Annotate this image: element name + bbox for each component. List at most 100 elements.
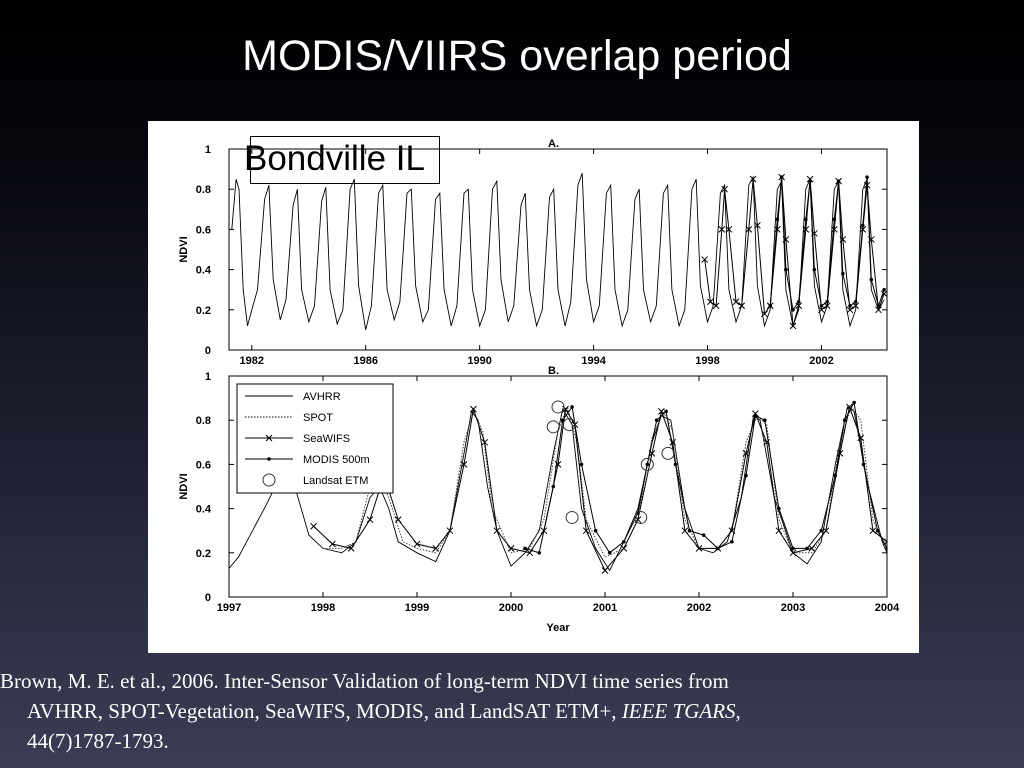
seawifs-point: [846, 306, 854, 314]
series-group: [229, 400, 887, 574]
seawifs-point: [808, 545, 816, 552]
seawifs-point: [806, 175, 814, 183]
modis-point: [537, 551, 541, 555]
seawifs-point: [413, 540, 421, 548]
modis-point: [812, 267, 817, 272]
modis-point: [819, 528, 823, 533]
modis-point: [875, 528, 880, 533]
x-tick-label: 1994: [581, 355, 606, 367]
seawifs-point: [789, 322, 797, 330]
modis-point: [753, 413, 758, 418]
seawifs-point: [481, 438, 489, 446]
modis-point: [833, 473, 838, 478]
ndvi-figure: A. 0 0.2 0.4 0.6 0.8 1 1982 1986 1990 1994 1998 2002…: [178, 138, 900, 634]
y-tick-label: 1: [205, 371, 211, 383]
slide-title: MODIS/VIIRS overlap period: [242, 32, 792, 80]
seawifs-point: [789, 549, 797, 557]
modis-point: [775, 217, 780, 222]
seawifs-point: [601, 567, 609, 574]
modis-point: [593, 528, 598, 533]
modis-point: [805, 546, 809, 551]
landsat-point: [562, 418, 576, 432]
modis-point: [570, 405, 574, 409]
seawifs-point: [836, 449, 844, 457]
seawifs-point: [507, 545, 515, 552]
landsat-point: [640, 457, 654, 471]
seawifs-point: [830, 226, 838, 233]
panel-label: A.: [548, 138, 559, 150]
series-line-avhrr: [231, 172, 885, 331]
seawifs-point: [432, 545, 440, 552]
y-tick-label: 0.6: [196, 224, 211, 236]
modis-point: [523, 546, 527, 551]
modis-point: [687, 528, 692, 533]
modis-point: [841, 271, 845, 276]
modis-point: [853, 299, 858, 304]
y-tick-label: 0.8: [196, 184, 211, 196]
modis-point: [607, 551, 612, 555]
x-tick-label: 2004: [875, 602, 900, 614]
modis-point: [848, 303, 852, 308]
seawifs-point: [745, 226, 753, 233]
modis-point: [560, 418, 565, 423]
citation-journal: IEEE TGARS: [621, 699, 736, 723]
modis-point: [804, 217, 808, 222]
seawifs-point: [712, 302, 720, 310]
x-tick-label: 2002: [809, 355, 833, 367]
modis-point: [882, 287, 886, 292]
seawifs-point: [802, 226, 810, 233]
modis-point: [673, 462, 678, 467]
x-tick-label: 2003: [781, 602, 805, 614]
landsat-point: [565, 510, 579, 524]
y-tick-label: 0: [205, 345, 211, 357]
y-tick-label: 0.6: [196, 459, 211, 471]
modis-point: [779, 175, 784, 179]
y-tick-label: 0: [205, 592, 211, 604]
modis-point: [654, 418, 659, 423]
site-label-box: [250, 136, 440, 184]
x-tick-label: 1999: [405, 602, 429, 614]
seawifs-point: [775, 527, 783, 535]
modis-point: [622, 539, 626, 544]
seawifs-point: [749, 175, 757, 183]
modis-point: [865, 175, 869, 179]
seawifs-point: [782, 236, 790, 243]
modis-point: [832, 217, 837, 222]
seawifs-point: [470, 405, 477, 413]
seawifs-point: [681, 527, 689, 535]
seawifs-point: [754, 222, 761, 229]
y-tick-label: 1: [205, 144, 211, 156]
modis-point: [777, 506, 781, 511]
legend-landsat-swatch: [262, 473, 276, 487]
modis-point: [551, 484, 556, 489]
modis-point: [869, 277, 874, 282]
site-label: Bondville IL: [244, 139, 425, 178]
y-tick-label: 0.2: [196, 548, 211, 560]
modis-point: [645, 462, 650, 467]
citation-authors-cont: AVHRR, SPOT-Vegetation, SeaWIFS, MODIS, …: [27, 699, 622, 723]
y-tick-label: 0.2: [196, 305, 211, 317]
citation: Brown, M. E. et al., 2006. Inter-Sensor …: [0, 666, 1010, 756]
seawifs-point: [752, 410, 759, 417]
modis-point: [744, 473, 748, 478]
x-tick-label: 2001: [593, 602, 617, 614]
x-tick-label: 2000: [499, 602, 523, 614]
y-axis-label: NDVI: [178, 473, 190, 499]
landsat-point: [546, 420, 560, 434]
seawifs-point: [732, 298, 740, 306]
seawifs-point: [669, 438, 677, 446]
modis-point: [791, 308, 795, 312]
modis-point: [791, 546, 795, 551]
seawifs-point: [582, 527, 590, 535]
seawifs-point: [818, 306, 825, 314]
seawifs-point: [761, 310, 768, 318]
legend-entry: SPOT: [303, 412, 333, 424]
x-tick-label: 1997: [217, 602, 241, 614]
seawifs-point: [394, 516, 402, 524]
modis-point: [819, 303, 824, 308]
modis-point: [860, 223, 865, 228]
modis-point: [664, 409, 668, 414]
x-tick-label: 1998: [695, 355, 719, 367]
seawifs-point: [620, 545, 628, 552]
legend-entry: SeaWIFS: [303, 433, 350, 445]
